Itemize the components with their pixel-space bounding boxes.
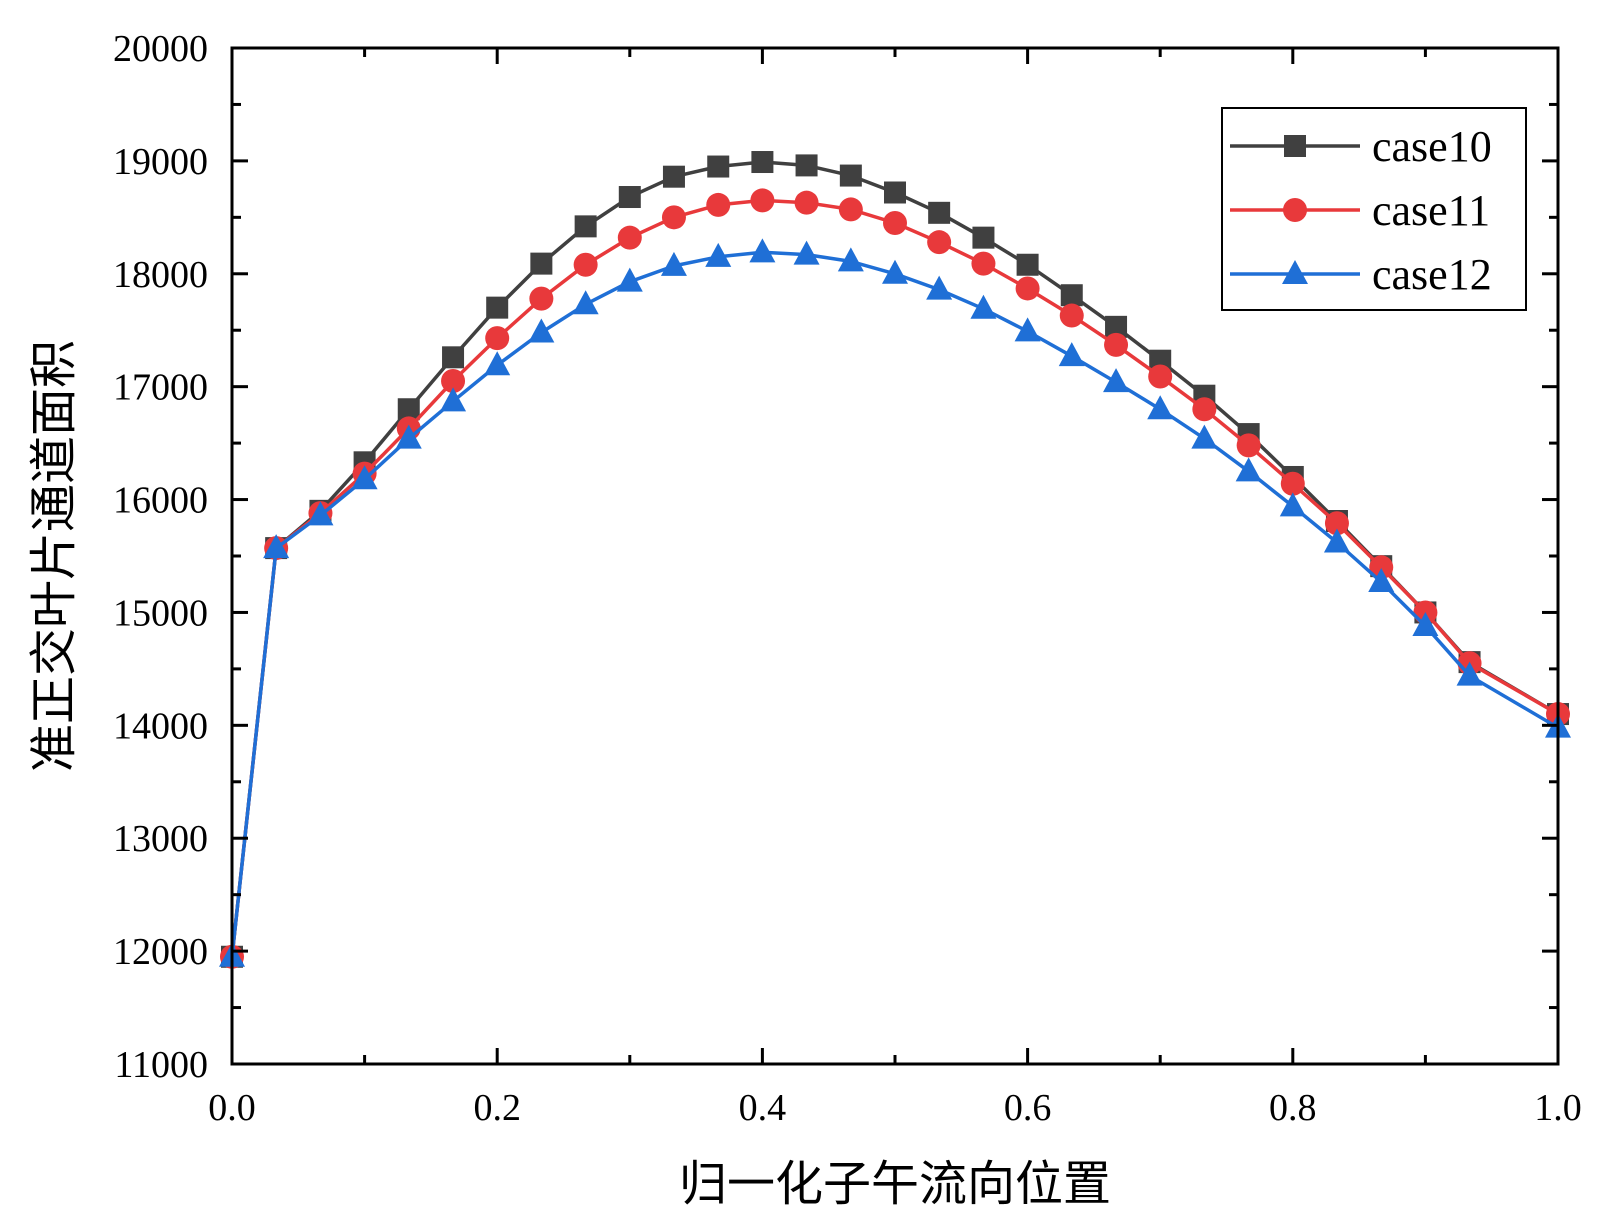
x-tick-label: 0.6 — [1004, 1087, 1052, 1129]
series-case12 — [219, 238, 1571, 967]
data-point-case12 — [793, 240, 820, 265]
data-point-case11 — [1192, 397, 1217, 422]
data-point-case12 — [1456, 661, 1483, 686]
data-point-case11 — [441, 369, 466, 394]
data-point-case12 — [749, 238, 776, 263]
data-point-case11 — [1104, 332, 1129, 357]
data-point-case10 — [397, 398, 420, 421]
data-point-case10 — [486, 296, 509, 319]
data-point-case11 — [573, 252, 598, 277]
data-point-case12 — [705, 242, 732, 267]
legend-marker-case11 — [1283, 198, 1307, 222]
x-tick-label: 0.0 — [208, 1087, 256, 1129]
data-point-case12 — [837, 247, 864, 272]
data-point-case10 — [884, 181, 906, 204]
data-point-case12 — [1279, 492, 1306, 517]
data-point-case10 — [751, 151, 774, 174]
data-point-case12 — [1058, 342, 1085, 367]
series-line-case12 — [230, 250, 1559, 957]
legend-label-case10: case10 — [1372, 122, 1492, 171]
data-point-case10 — [839, 164, 862, 187]
y-tick-label: 13000 — [113, 818, 208, 860]
data-point-case12 — [1323, 528, 1350, 553]
data-point-case11 — [1148, 364, 1173, 389]
data-point-case11 — [1324, 511, 1349, 536]
data-point-case12 — [616, 267, 643, 292]
data-point-case12 — [926, 275, 953, 300]
data-point-case10 — [928, 201, 951, 224]
data-point-case12 — [572, 290, 599, 315]
data-point-case11 — [529, 286, 554, 311]
data-point-case10 — [795, 154, 818, 177]
data-point-case12 — [1014, 317, 1041, 342]
data-point-case10 — [1105, 315, 1128, 338]
data-point-case11 — [485, 326, 510, 351]
data-point-case12 — [1235, 457, 1262, 482]
legend-marker-case12 — [1282, 260, 1308, 284]
data-point-case11 — [661, 205, 686, 230]
data-point-case10 — [972, 226, 995, 249]
data-point-case12 — [351, 465, 378, 490]
data-point-case12 — [440, 387, 467, 412]
data-point-case11 — [1369, 555, 1394, 580]
data-point-case11 — [706, 192, 731, 217]
data-point-case12 — [1191, 424, 1218, 449]
data-point-case12 — [1412, 611, 1439, 636]
data-point-case12 — [528, 318, 555, 343]
data-point-case12 — [970, 294, 997, 319]
y-tick-label: 19000 — [113, 141, 208, 183]
y-tick-label: 16000 — [113, 480, 208, 522]
x-tick-label: 0.2 — [473, 1087, 521, 1129]
legend: case10 case11 case12 — [1221, 107, 1527, 311]
data-point-case10 — [618, 186, 641, 209]
data-point-case10 — [1060, 284, 1083, 307]
data-point-case11 — [971, 251, 996, 276]
data-point-case11 — [1015, 276, 1040, 301]
data-point-case10 — [707, 155, 730, 178]
data-point-case12 — [395, 424, 422, 449]
x-tick-label: 0.8 — [1269, 1087, 1317, 1129]
data-point-case10 — [442, 346, 465, 369]
data-point-case12 — [1147, 395, 1174, 420]
data-point-case11 — [1059, 303, 1084, 328]
data-point-case11 — [838, 197, 863, 222]
y-axis-title: 准正交叶片通道面积 — [26, 340, 82, 772]
y-tick-label: 15000 — [113, 592, 208, 634]
data-point-case12 — [660, 251, 687, 276]
data-point-case12 — [1103, 368, 1130, 393]
data-point-case11 — [883, 210, 907, 235]
data-point-case11 — [617, 225, 642, 250]
legend-marker-case10 — [1284, 135, 1306, 157]
x-axis-title: 归一化子午流向位置 — [679, 1156, 1111, 1212]
data-point-case12 — [263, 534, 290, 559]
data-point-case11 — [927, 230, 952, 255]
legend-label-case12: case12 — [1372, 250, 1492, 299]
y-tick-label: 11000 — [114, 1044, 208, 1086]
data-point-case10 — [574, 215, 597, 238]
y-tick-label: 12000 — [113, 931, 208, 973]
x-tick-label: 0.4 — [739, 1087, 787, 1129]
data-point-case11 — [1236, 433, 1261, 458]
data-point-case10 — [662, 165, 685, 188]
x-tick-label: 1.0 — [1534, 1087, 1582, 1129]
legend-label-case11: case11 — [1372, 186, 1490, 235]
data-point-case10 — [1016, 253, 1039, 276]
data-point-case12 — [1368, 567, 1395, 592]
data-point-case12 — [484, 351, 511, 376]
y-tick-label: 14000 — [113, 705, 208, 747]
axes-layer: 11000 12000 13000 14000 15000 16000 17000 18000… — [113, 28, 1582, 1129]
series-line-case11 — [230, 198, 1559, 957]
data-point-case12 — [882, 259, 908, 284]
data-point-case11 — [750, 188, 775, 213]
y-tick-label: 17000 — [113, 367, 208, 409]
data-point-case12 — [307, 501, 334, 526]
data-point-case11 — [794, 190, 819, 215]
data-point-case10 — [530, 252, 553, 275]
data-point-case11 — [1280, 471, 1305, 496]
y-tick-label: 20000 — [113, 28, 208, 70]
y-tick-label: 18000 — [113, 254, 208, 296]
